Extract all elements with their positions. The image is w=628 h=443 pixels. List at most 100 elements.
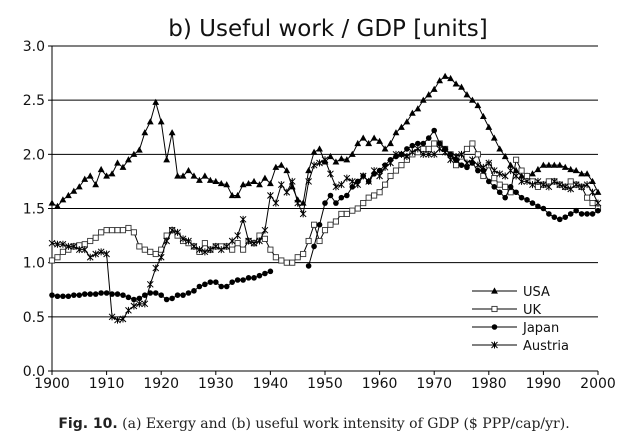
point-usa-1990 xyxy=(540,161,547,168)
point-austria-1974 xyxy=(452,153,460,160)
point-usa-1988 xyxy=(529,170,536,177)
point-austria-1909 xyxy=(97,248,105,256)
point-japan-1980 xyxy=(486,178,492,185)
point-usa-1961 xyxy=(381,145,389,152)
point-austria-1945 xyxy=(294,199,302,207)
x-tick-label-8: 1980 xyxy=(471,376,507,392)
point-usa-1993 xyxy=(556,161,564,168)
point-japan-1935 xyxy=(240,277,246,283)
point-uk-1915 xyxy=(130,229,137,236)
legend-marker-uk xyxy=(491,305,498,313)
point-japan-1916 xyxy=(136,295,143,302)
point-usa-1967 xyxy=(414,105,422,112)
point-uk-1951 xyxy=(327,221,334,228)
point-austria-1961 xyxy=(381,163,389,171)
point-uk-1974 xyxy=(452,162,460,169)
point-uk-1933 xyxy=(229,246,236,253)
axes: 0.0 0.5 1.0 1.5 2.0 2.5 3.0 1900 1910 1920 1930 194… xyxy=(23,39,616,392)
point-japan-1988 xyxy=(529,200,536,206)
point-japan-1960 xyxy=(376,167,383,174)
point-japan-1931 xyxy=(218,283,225,290)
point-austria-1987 xyxy=(523,177,531,185)
point-austria-1946 xyxy=(299,210,307,218)
point-uk-1947 xyxy=(305,237,312,245)
point-japan-1904 xyxy=(71,292,77,298)
point-austria-1965 xyxy=(403,153,411,160)
point-uk-1976 xyxy=(463,145,471,152)
point-usa-1998 xyxy=(583,170,591,177)
point-uk-1952 xyxy=(332,218,339,225)
x-tick-label-7: 1970 xyxy=(416,376,452,392)
point-austria-1943 xyxy=(283,188,291,196)
point-japan-1987 xyxy=(524,197,530,203)
point-japan-1903 xyxy=(65,293,72,300)
point-austria-1981 xyxy=(490,167,498,175)
point-uk-1944 xyxy=(289,259,296,266)
point-austria-1917 xyxy=(141,300,149,308)
point-japan-1917 xyxy=(142,292,148,298)
x-tick-label-6: 1960 xyxy=(362,376,398,392)
point-uk-1945 xyxy=(294,254,301,261)
point-usa-1928 xyxy=(201,172,209,179)
point-austria-1931 xyxy=(217,246,225,254)
point-usa-1931 xyxy=(217,179,225,187)
point-austria-1976 xyxy=(463,159,471,167)
point-uk-1907 xyxy=(87,237,94,245)
y-tick-label-4: 2.0 xyxy=(23,147,45,163)
point-austria-1908 xyxy=(92,250,100,258)
point-usa-1955 xyxy=(348,150,356,157)
point-usa-1901 xyxy=(54,202,61,209)
point-austria-1998 xyxy=(583,181,591,189)
point-japan-1912 xyxy=(114,291,121,297)
point-austria-1952 xyxy=(332,183,340,191)
point-austria-1986 xyxy=(518,177,525,185)
point-japan-1952 xyxy=(333,200,339,206)
point-japan-1938 xyxy=(256,272,263,279)
point-usa-1949 xyxy=(316,145,323,152)
y-tick-label-1: 0.5 xyxy=(23,310,45,326)
point-japan-1921 xyxy=(163,296,170,303)
point-austria-1914 xyxy=(125,306,132,314)
point-austria-1910 xyxy=(103,250,110,258)
point-austria-1930 xyxy=(212,242,220,250)
point-uk-1916 xyxy=(136,243,143,250)
point-japan-1950 xyxy=(322,200,328,206)
point-usa-1976 xyxy=(463,91,471,98)
point-uk-1968 xyxy=(420,145,427,152)
point-usa-1920 xyxy=(157,118,165,125)
point-austria-1975 xyxy=(458,150,465,158)
point-usa-1952 xyxy=(332,158,340,165)
point-usa-1986 xyxy=(518,172,525,179)
point-japan-1954 xyxy=(344,192,350,199)
point-usa-1916 xyxy=(135,146,143,153)
point-usa-1943 xyxy=(283,166,291,174)
point-austria-1990 xyxy=(540,181,547,189)
point-uk-1902 xyxy=(59,248,66,255)
point-austria-1985 xyxy=(512,172,520,180)
point-japan-1929 xyxy=(207,279,214,285)
point-austria-1904 xyxy=(70,242,78,250)
figure-caption: Fig. 10. (a) Exergy and (b) useful work … xyxy=(0,416,628,432)
point-austria-1926 xyxy=(190,242,198,250)
x-tick-label-10: 2000 xyxy=(580,376,616,392)
point-japan-1996 xyxy=(573,207,579,214)
point-japan-1994 xyxy=(562,214,569,220)
point-austria-1936 xyxy=(245,237,252,245)
point-austria-1996 xyxy=(572,181,580,189)
point-austria-1950 xyxy=(321,156,329,164)
point-austria-1932 xyxy=(223,242,231,250)
point-usa-1957 xyxy=(359,134,367,141)
point-usa-1900 xyxy=(48,199,56,206)
point-uk-1982 xyxy=(496,181,503,188)
series-austria xyxy=(48,145,602,324)
point-austria-1921 xyxy=(163,237,171,245)
point-austria-1983 xyxy=(501,172,509,180)
point-japan-1913 xyxy=(120,292,126,298)
point-japan-1995 xyxy=(567,211,574,217)
point-japan-1918 xyxy=(147,290,154,296)
point-usa-1960 xyxy=(376,137,383,144)
point-austria-1919 xyxy=(152,264,160,272)
point-uk-1961 xyxy=(382,181,389,188)
point-japan-1953 xyxy=(338,194,345,201)
point-japan-1906 xyxy=(81,291,88,297)
